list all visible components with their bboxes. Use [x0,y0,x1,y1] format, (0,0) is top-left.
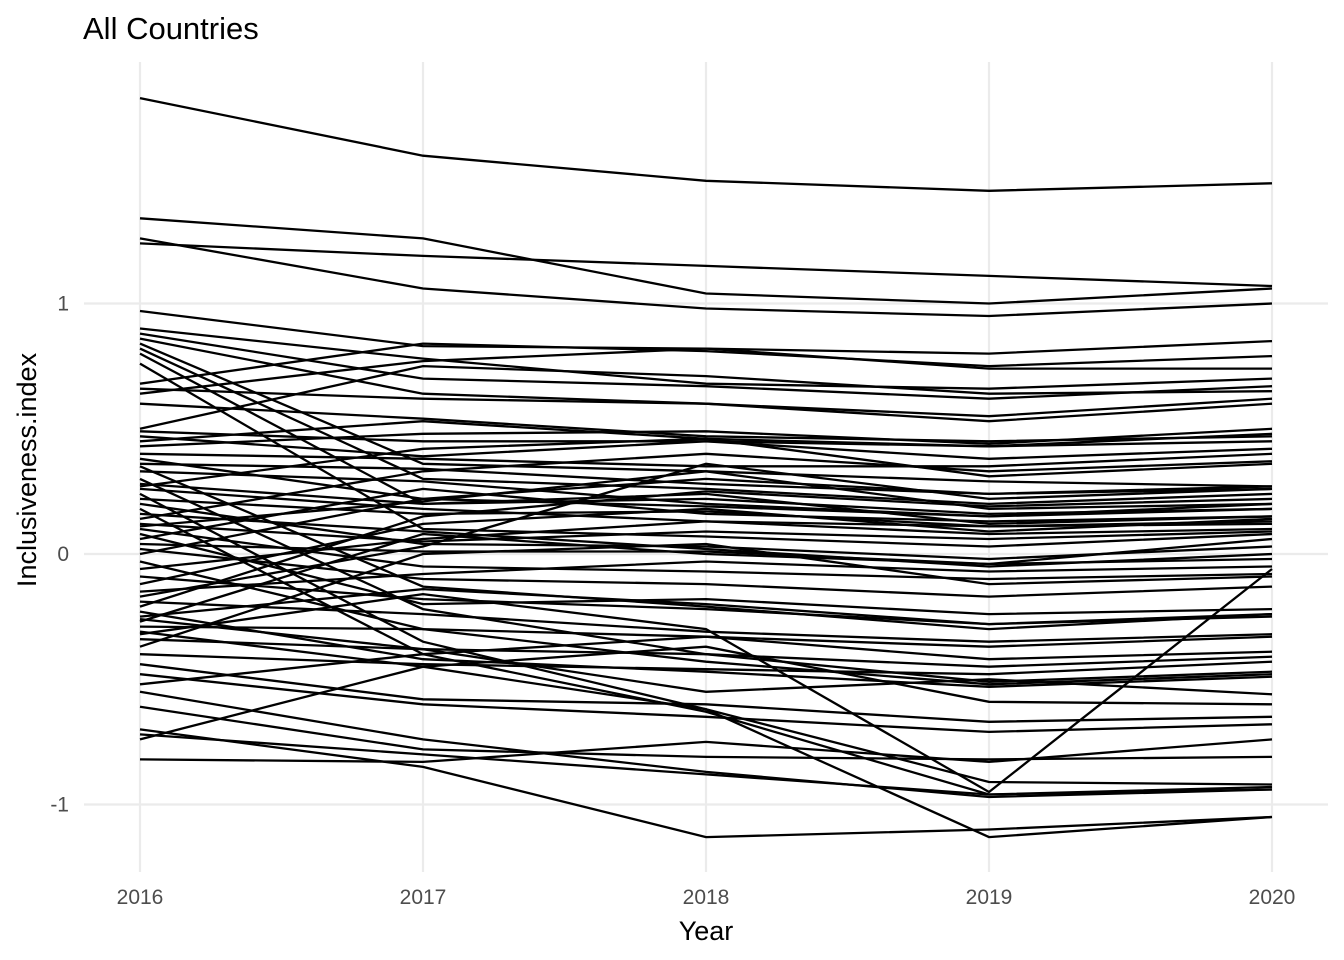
series-line-70 [139,470,1273,528]
series-line-59 [139,663,1273,723]
series-line-12 [139,362,1273,548]
series-line-19 [139,435,1273,460]
series-line-37 [139,527,1273,581]
series-line-41 [139,547,1273,598]
series-line-10 [139,347,1273,506]
series-line-62 [139,690,1273,799]
series-line-26 [139,470,1273,518]
series-line-13 [139,342,1273,385]
series-line-60 [139,673,1273,734]
x-axis-title: Year [679,916,734,946]
y-tick-label: 1 [57,293,69,316]
series-line-66 [139,738,1273,764]
series-line-46 [139,507,1273,586]
series-line-57 [139,542,1273,648]
series-line-23 [139,457,1273,518]
series-line-14 [139,387,1273,423]
x-tick-label: 2020 [1249,886,1296,909]
series-line-42 [139,477,1273,556]
y-axis-title: Inclusiveness.index [12,352,42,587]
series-line-15 [139,347,1272,395]
x-tick-label: 2019 [966,886,1013,909]
series-line-53 [139,532,1273,623]
series-line-68 [139,617,1273,696]
series-line-17 [139,364,1273,430]
series-line-52 [139,587,1273,626]
chart-title: All Countries [83,11,259,46]
series-line-22 [139,452,1273,468]
series-line-55 [139,630,1273,839]
series-line-50 [139,490,1273,608]
series-line-71 [139,437,1273,488]
series-line-39 [139,487,1273,541]
series-line-21 [139,427,1273,448]
series-line-44 [139,520,1273,571]
x-tick-label: 2018 [683,886,730,909]
series-line-54 [139,625,1273,686]
x-tick-labels: 2016 2017 2018 2019 2020 [117,886,1296,909]
series-line-36 [139,522,1273,543]
series-line-4 [139,242,1273,288]
series-line-58 [139,653,1273,676]
series-line-69 [139,568,1273,794]
series-line-49 [139,600,1273,643]
series-line-28 [139,482,1273,526]
series-lines [139,96,1273,839]
series-line-47 [139,560,1273,593]
series-line-7 [139,332,1273,400]
y-tick-label: -1 [50,794,69,817]
y-tick-labels: -1 0 1 [50,293,69,817]
series-line-1 [139,96,1273,192]
series-line-64 [139,728,1273,839]
x-tick-label: 2016 [117,886,164,909]
series-line-63 [139,705,1273,761]
series-line-65 [139,645,1273,741]
series-line-3 [139,237,1273,318]
series-line-35 [139,452,1273,521]
series-line-67 [139,733,1273,796]
series-line-6 [139,327,1273,390]
y-tick-label: 0 [57,543,69,566]
series-line-61 [139,635,1273,686]
x-tick-label: 2017 [400,886,447,909]
series-line-56 [139,638,1273,668]
series-line-2 [139,217,1273,305]
